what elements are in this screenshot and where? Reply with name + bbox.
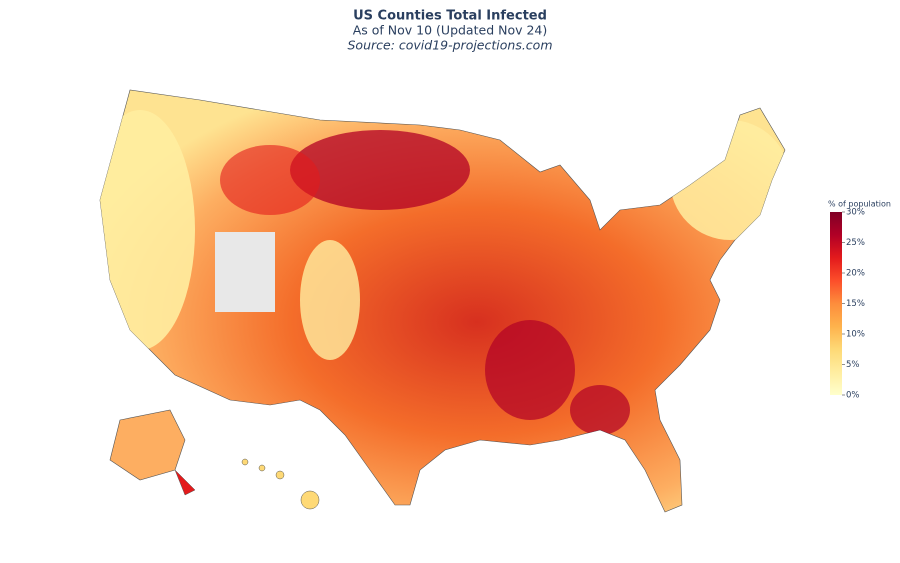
colorbar-tick-label: 30% — [846, 208, 865, 218]
title: US Counties Total Infected — [353, 9, 547, 24]
alaska-panhandle — [174, 469, 196, 496]
colorbar-tick-label: 25% — [846, 238, 865, 248]
colorbar-scale — [830, 212, 842, 395]
alaska — [109, 409, 186, 481]
colorbar-tick-label: 10% — [846, 330, 865, 340]
colorbar: % of population 0% 5% 10% 15% 20% 25% 30% — [828, 200, 891, 401]
subtitle: As of Nov 10 (Updated Nov 24) — [353, 23, 548, 38]
hawaii — [241, 458, 320, 510]
colorbar-tick-label: 0% — [846, 391, 860, 401]
colorbar-title: % of population — [828, 200, 891, 209]
us-map — [99, 89, 786, 513]
colorbar-tick-label: 20% — [846, 269, 865, 279]
colorbar-tick-label: 15% — [846, 299, 865, 309]
colorbar-tick-label: 5% — [846, 360, 860, 370]
source: Source: covid19-projections.com — [347, 38, 552, 53]
